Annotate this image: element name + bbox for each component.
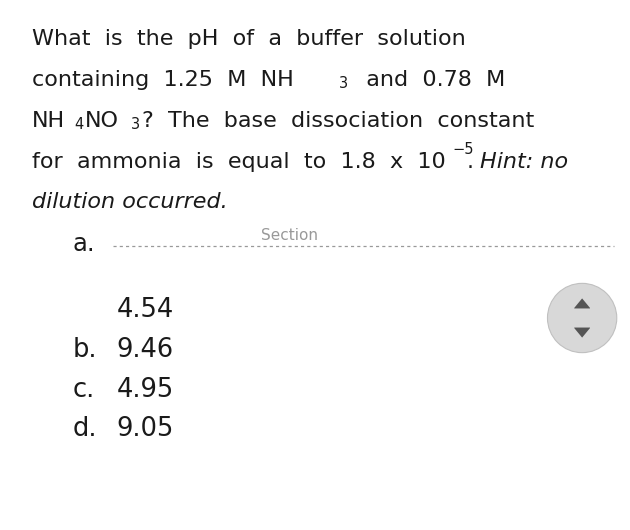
Text: 4.54: 4.54: [117, 297, 174, 323]
Text: 3: 3: [339, 76, 348, 91]
Text: 4.95: 4.95: [117, 376, 174, 403]
Text: c.: c.: [72, 376, 94, 403]
Text: for  ammonia  is  equal  to  1.8  x  10: for ammonia is equal to 1.8 x 10: [32, 152, 445, 172]
Text: Hint: no: Hint: no: [480, 152, 568, 172]
Text: dilution occurred.: dilution occurred.: [32, 192, 227, 212]
Text: Section: Section: [261, 228, 318, 243]
Text: b.: b.: [72, 337, 97, 363]
Ellipse shape: [547, 284, 617, 352]
Text: containing  1.25  M  NH: containing 1.25 M NH: [32, 70, 293, 90]
Text: 9.05: 9.05: [117, 416, 174, 443]
FancyArrow shape: [575, 328, 590, 338]
Text: What  is  the  pH  of  a  buffer  solution: What is the pH of a buffer solution: [32, 29, 465, 49]
Text: NO: NO: [85, 111, 119, 131]
Text: 3: 3: [131, 117, 140, 132]
Text: 9.46: 9.46: [117, 337, 174, 363]
Text: 4: 4: [74, 117, 84, 132]
Text: and  0.78  M: and 0.78 M: [352, 70, 505, 90]
Text: a.: a.: [72, 232, 95, 256]
Text: d.: d.: [72, 416, 97, 443]
Text: ?  The  base  dissociation  constant: ? The base dissociation constant: [142, 111, 534, 131]
Text: NH: NH: [32, 111, 65, 131]
Text: −5: −5: [452, 142, 474, 157]
Text: .: .: [467, 152, 481, 172]
FancyArrow shape: [575, 298, 590, 308]
